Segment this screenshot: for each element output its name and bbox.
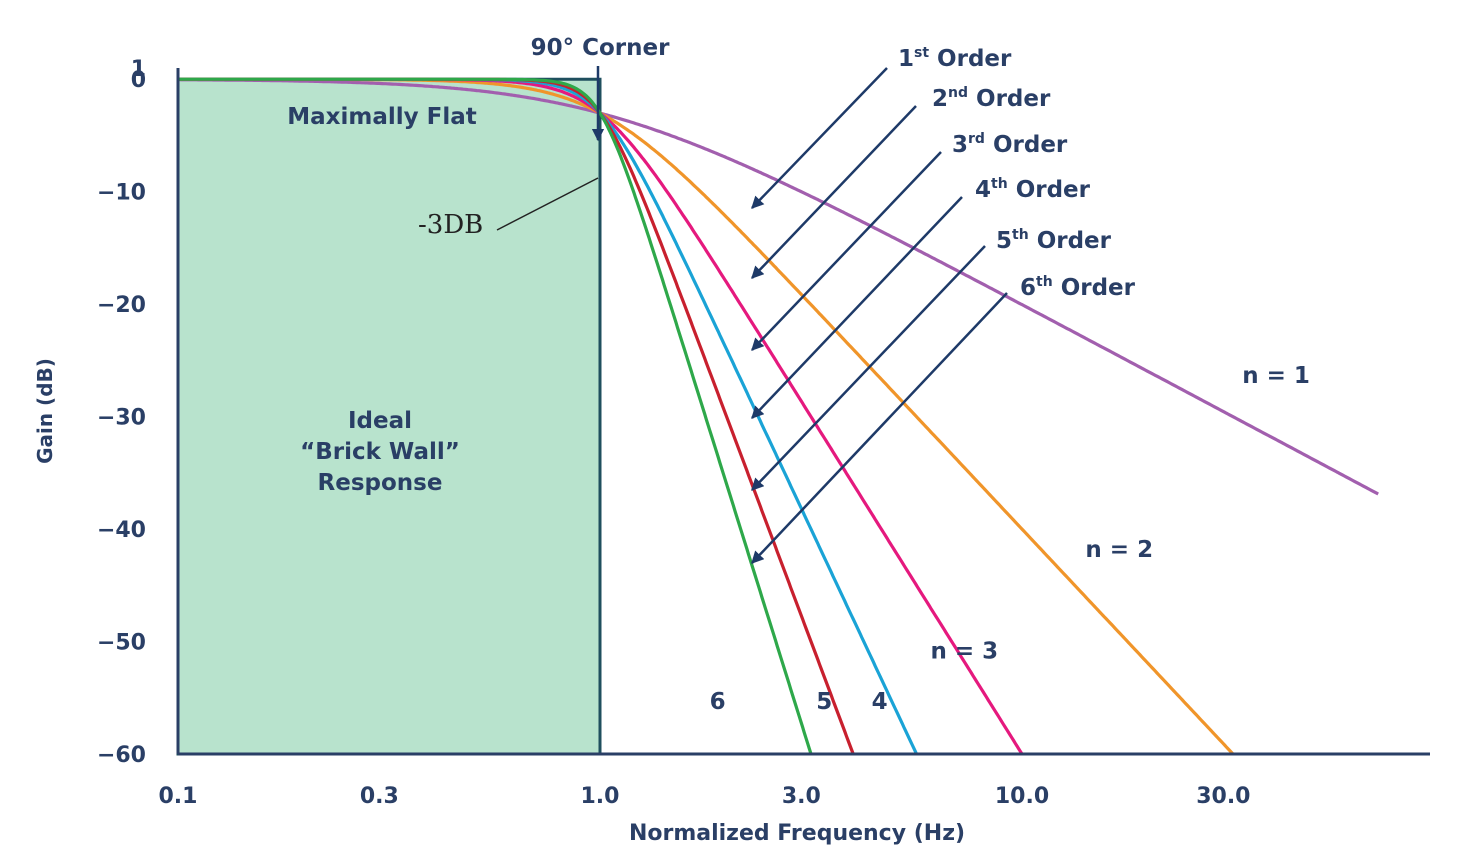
order-word: Order bbox=[1029, 228, 1112, 254]
order-number: 4 bbox=[975, 177, 991, 203]
order-word: Order bbox=[929, 46, 1012, 72]
y-axis-title: Gain (dB) bbox=[33, 358, 57, 464]
order-number: 3 bbox=[952, 132, 968, 158]
order-number: 2 bbox=[932, 86, 948, 112]
x-tick-label: 3.0 bbox=[782, 784, 821, 809]
series-label-order-2: n = 2 bbox=[1085, 537, 1153, 563]
y-tick-label: 0 bbox=[131, 68, 146, 93]
order-suffix: st bbox=[914, 45, 929, 61]
y-tick-label: −50 bbox=[97, 631, 146, 656]
order-suffix: th bbox=[1012, 227, 1029, 243]
series-label-order-1: n = 1 bbox=[1242, 363, 1310, 389]
ideal-brick-wall-region bbox=[176, 77, 602, 756]
ideal-response-label-line: Ideal bbox=[348, 408, 412, 434]
order-word: Order bbox=[968, 86, 1051, 112]
order-label-2: 2nd Order bbox=[932, 85, 1051, 112]
y-tick-label: −10 bbox=[97, 181, 146, 206]
order-arrow-1 bbox=[751, 67, 888, 209]
series-label-order-3: n = 3 bbox=[930, 638, 998, 664]
minus-3db-leader-line bbox=[496, 177, 599, 231]
order-label-4: 4th Order bbox=[975, 176, 1091, 203]
order-word: Order bbox=[1008, 177, 1091, 203]
y-tick-label: −30 bbox=[97, 406, 146, 431]
x-tick-label: 0.1 bbox=[159, 784, 198, 809]
x-tick-label: 0.3 bbox=[360, 784, 399, 809]
y-tick-label: −40 bbox=[97, 518, 146, 543]
series-label-order-4: 4 bbox=[872, 689, 888, 715]
y-tick-label: 1 bbox=[131, 57, 146, 82]
y-tick-label: −20 bbox=[97, 293, 146, 318]
series-line-order-6 bbox=[178, 77, 813, 755]
order-suffix: rd bbox=[968, 131, 985, 147]
series-label-order-6: 6 bbox=[710, 689, 726, 715]
order-label-3: 3rd Order bbox=[952, 131, 1068, 158]
x-tick-label: 10.0 bbox=[995, 784, 1049, 809]
order-suffix: nd bbox=[948, 85, 968, 101]
y-tick-label: −60 bbox=[97, 743, 146, 768]
maximally-flat-annotation: Maximally Flat bbox=[287, 104, 477, 130]
x-tick-label: 30.0 bbox=[1196, 784, 1250, 809]
order-label-6: 6th Order bbox=[1020, 274, 1136, 301]
x-axis-title: Normalized Frequency (Hz) bbox=[629, 821, 965, 846]
order-label-1: 1st Order bbox=[898, 45, 1012, 72]
order-word: Order bbox=[985, 132, 1068, 158]
order-arrow-3 bbox=[751, 151, 942, 351]
order-label-5: 5th Order bbox=[996, 227, 1112, 254]
order-suffix: th bbox=[991, 176, 1008, 192]
order-arrow-5 bbox=[751, 245, 986, 491]
order-number: 1 bbox=[898, 46, 914, 72]
order-word: Order bbox=[1053, 275, 1136, 301]
order-arrow-4 bbox=[751, 196, 963, 419]
x-tick-label: 1.0 bbox=[581, 784, 620, 809]
order-number: 5 bbox=[996, 228, 1012, 254]
order-number: 6 bbox=[1020, 275, 1036, 301]
ideal-response-label-line: Response bbox=[318, 470, 443, 496]
series-label-order-5: 5 bbox=[816, 689, 832, 715]
order-arrow-2 bbox=[751, 105, 917, 279]
corner-annotation: 90° Corner bbox=[531, 35, 671, 61]
order-suffix: th bbox=[1036, 274, 1053, 290]
ideal-response-label-line: “Brick Wall” bbox=[300, 439, 460, 465]
order-arrow-6 bbox=[751, 292, 1008, 564]
minus-3db-annotation: -3DB bbox=[418, 210, 483, 240]
